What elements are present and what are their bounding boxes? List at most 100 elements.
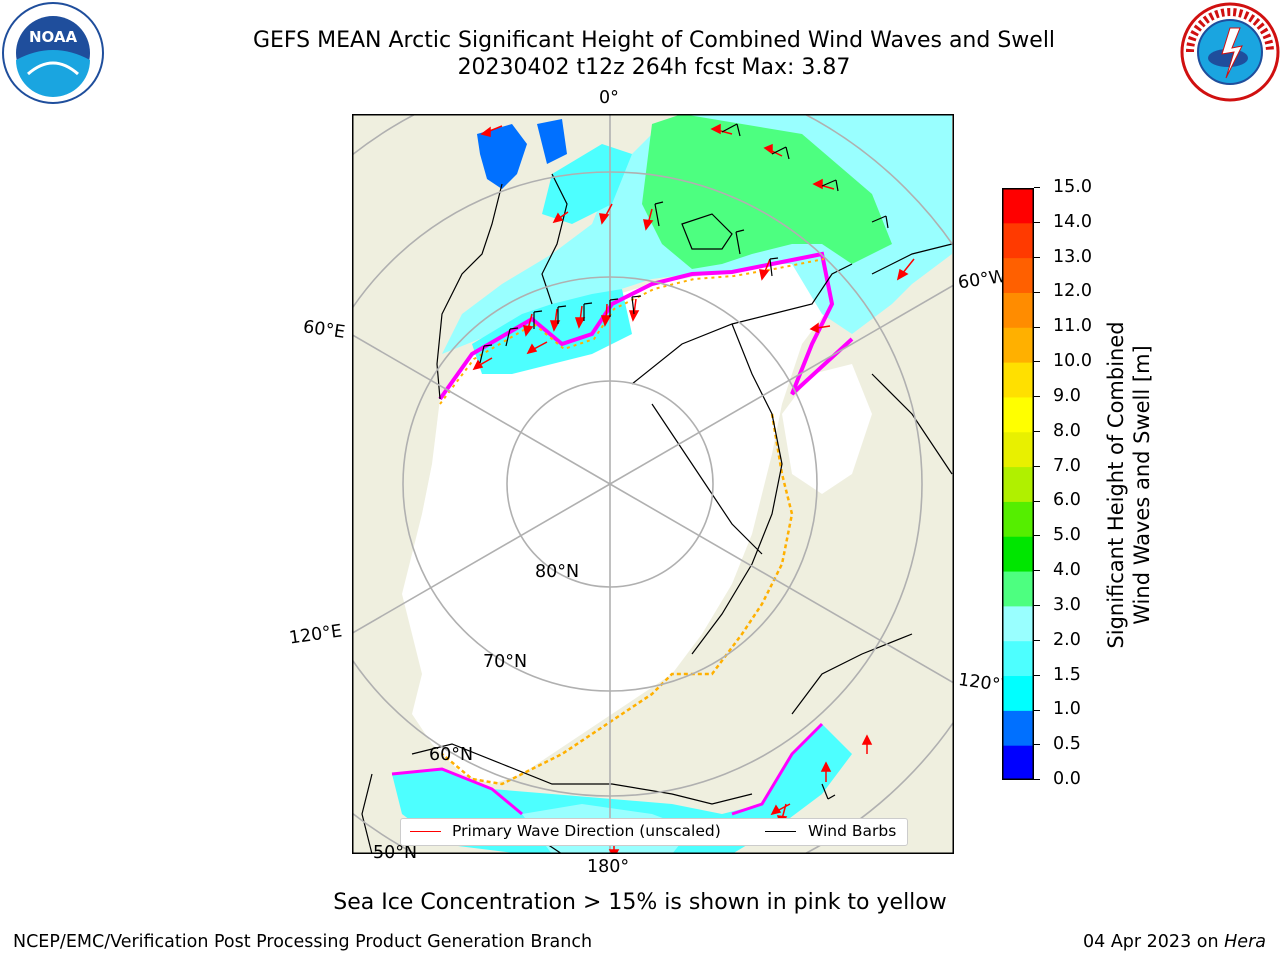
- colorbar-tick-mark: [1034, 326, 1040, 328]
- colorbar-tick-mark: [1034, 222, 1040, 224]
- colorbar-tick-mark: [1034, 187, 1040, 189]
- colorbar-segment: [1002, 327, 1034, 363]
- colorbar-tick-label: 1.5: [1053, 664, 1081, 685]
- colorbar-segment: [1002, 536, 1034, 572]
- colorbar-tick-mark: [1034, 396, 1040, 398]
- colorbar-tick-mark: [1034, 674, 1040, 676]
- wind-barb: [771, 146, 790, 160]
- colorbar-tick-mark: [1034, 465, 1040, 467]
- wave-arrow: [600, 303, 612, 327]
- polar-map: [352, 114, 954, 854]
- colorbar-tick-label: 15.0: [1053, 177, 1092, 197]
- wind-barb: [821, 179, 839, 192]
- lon-label-120e: 120°E: [287, 621, 344, 649]
- colorbar-tick-mark: [1034, 744, 1040, 746]
- wave-arrow: [599, 203, 613, 225]
- colorbar-tick-label: 14.0: [1053, 211, 1092, 232]
- colorbar-segment: [1002, 188, 1034, 224]
- wind-barbs-legend-label: Wind Barbs: [808, 822, 897, 840]
- wave-direction-legend-label: Primary Wave Direction (unscaled): [452, 822, 721, 840]
- wind-barb: [654, 201, 664, 227]
- wave-arrow: [896, 258, 915, 281]
- wave-arrow: [480, 125, 503, 137]
- colorbar-segment: [1002, 605, 1034, 642]
- footer-machine: Hera: [1224, 932, 1266, 952]
- wind-barb: [533, 310, 543, 329]
- wind-barb: [871, 215, 889, 229]
- colorbar-segment: [1002, 257, 1034, 293]
- colorbar-tick-mark: [1034, 291, 1040, 293]
- colorbar-tick-mark: [1034, 500, 1040, 502]
- colorbar-segment: [1002, 675, 1034, 711]
- lat-label-70n: 70°N: [483, 652, 528, 672]
- colorbar-tick-label: 0.0: [1053, 769, 1081, 789]
- colorbar-frame: [1002, 188, 1034, 780]
- wave-area-north-atlantic: [642, 114, 892, 269]
- colorbar-tick-label: 13.0: [1053, 246, 1092, 267]
- wind-barb: [583, 302, 593, 321]
- colorbar-label: Significant Height of Combined Wind Wave…: [1103, 321, 1155, 648]
- wave-arrow: [523, 313, 534, 337]
- chart-title: GEFS MEAN Arctic Significant Height of C…: [252, 28, 1056, 53]
- wave-arrow: [552, 211, 569, 224]
- wave-arrow: [820, 761, 832, 782]
- colorbar-segment: [1002, 292, 1034, 328]
- noaa-logo-text: NOAA: [29, 28, 78, 46]
- wind-barb: [821, 783, 836, 800]
- colorbar-tick-label: 5.0: [1053, 525, 1081, 546]
- wind-barb: [557, 305, 567, 324]
- colorbar-segment: [1002, 571, 1034, 607]
- chart-subtitle: 20230402 t12z 264h fcst Max: 3.87: [457, 55, 851, 80]
- colorbar-segment: [1002, 396, 1034, 433]
- colorbar-tick-mark: [1034, 709, 1040, 711]
- wave-arrow: [710, 123, 733, 135]
- colorbar-tick-mark: [1034, 361, 1040, 363]
- colorbar-tick-label: 6.0: [1053, 490, 1081, 511]
- colorbar-tick-mark: [1034, 639, 1040, 641]
- wind-barb: [505, 327, 519, 347]
- colorbar-label-line1: Significant Height of Combined: [1104, 321, 1128, 649]
- lon-label-0: 0°: [599, 88, 619, 108]
- colorbar-tick-label: 9.0: [1053, 385, 1081, 406]
- colorbar-segment: [1002, 501, 1034, 537]
- colorbar-segment: [1002, 222, 1034, 259]
- colorbar-tick-label: 3.0: [1053, 594, 1081, 615]
- footer-date-text: 04 Apr 2023 on: [1083, 932, 1225, 952]
- wind-barbs: [479, 123, 889, 800]
- colorbar-segment: [1002, 640, 1034, 677]
- wind-barb: [735, 229, 745, 255]
- wind-barb: [479, 344, 493, 364]
- wave-arrow: [526, 341, 548, 355]
- lon-label-60e: 60°E: [301, 317, 347, 343]
- wind-barb: [609, 298, 619, 317]
- sea-ice-area: [402, 254, 852, 784]
- colorbar-tick-label: 8.0: [1053, 420, 1081, 441]
- colorbar-segment: [1002, 466, 1034, 502]
- colorbar-tick-label: 2.0: [1053, 629, 1081, 650]
- nws-logo: [1180, 2, 1280, 102]
- wave-arrow: [759, 258, 771, 281]
- wave-area-baltic: [477, 124, 527, 189]
- noaa-logo: NOAA: [2, 2, 104, 104]
- colorbar-tick-mark: [1034, 535, 1040, 537]
- colorbar-tick-label: 12.0: [1053, 281, 1092, 302]
- colorbar-segment: [1002, 362, 1034, 398]
- sea-ice-note: Sea Ice Concentration > 15% is shown in …: [333, 890, 947, 915]
- colorbar-tick-label: 1.0: [1053, 699, 1081, 720]
- colorbar-tick-mark: [1034, 431, 1040, 432]
- colorbar-segment: [1002, 745, 1034, 781]
- lat-label-50n: 50°N: [373, 843, 418, 863]
- footer-date: 04 Apr 2023 on Hera: [1083, 932, 1266, 952]
- wind-barb: [721, 123, 741, 137]
- colorbar-segment: [1002, 431, 1034, 468]
- colorbar-tick-label: 10.0: [1053, 351, 1092, 372]
- lon-label-180: 180°: [587, 857, 630, 877]
- wave-arrow: [770, 803, 791, 816]
- colorbar-tick-label: 0.5: [1053, 734, 1081, 755]
- wind-barbs-legend-line: [765, 831, 796, 832]
- wave-arrow: [549, 308, 561, 332]
- wind-barb: [769, 257, 779, 277]
- colorbar-tick-label: 11.0: [1053, 316, 1092, 337]
- lat-label-60n: 60°N: [429, 745, 474, 765]
- wave-direction-legend-line: [410, 831, 441, 832]
